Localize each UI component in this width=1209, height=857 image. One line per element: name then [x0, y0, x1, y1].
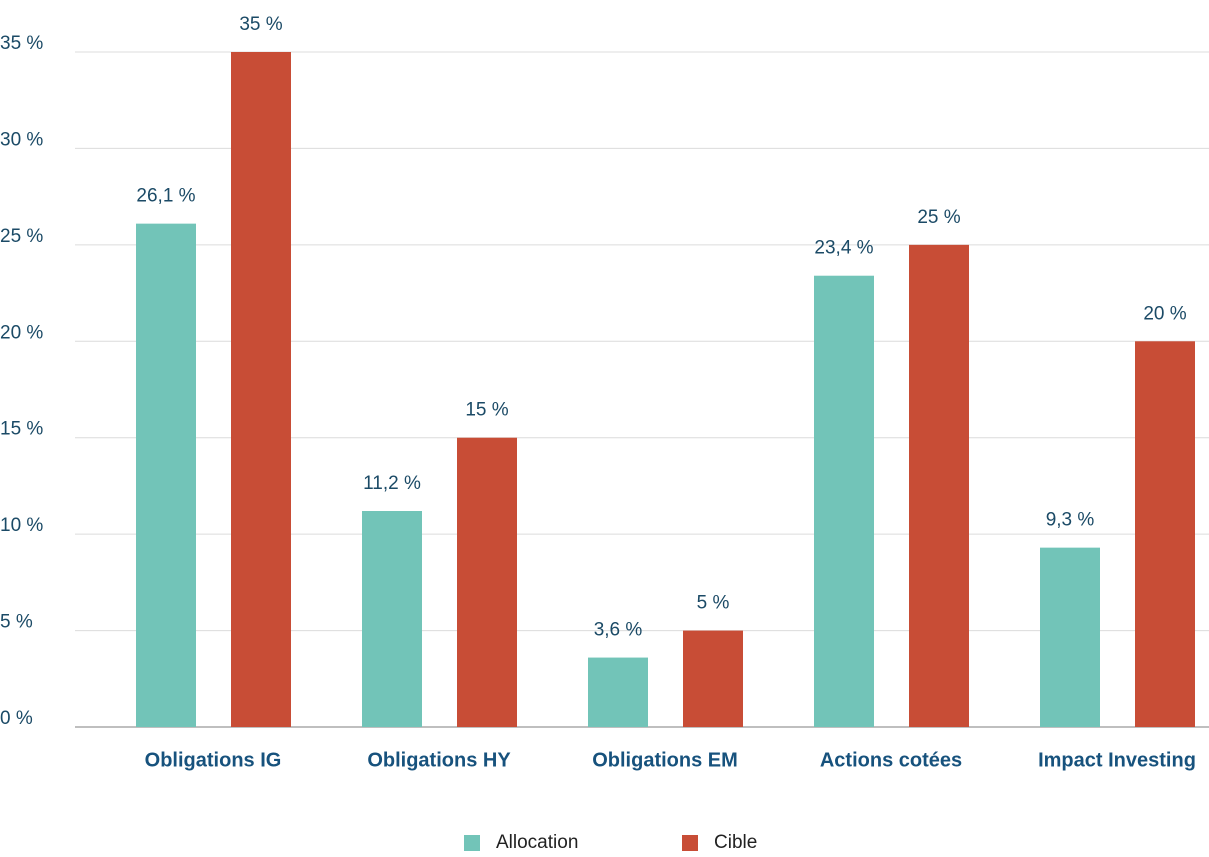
legend-swatch [682, 835, 698, 851]
value-label: 26,1 % [136, 186, 195, 207]
legend-swatch [464, 835, 480, 851]
y-tick-label: 15 % [0, 419, 43, 440]
x-tick-label: Obligations HY [367, 749, 511, 771]
x-tick-label: Actions cotées [820, 749, 962, 771]
x-tick-label: Impact Investing [1038, 749, 1196, 771]
y-tick-label: 30 % [0, 129, 43, 150]
bar [136, 223, 196, 727]
value-label: 9,3 % [1046, 510, 1095, 531]
bar [588, 657, 648, 727]
bar [362, 511, 422, 727]
x-tick-label: Obligations EM [592, 749, 738, 771]
bar [1040, 547, 1100, 727]
y-tick-label: 10 % [0, 515, 43, 536]
value-label: 15 % [465, 400, 508, 421]
bar [457, 437, 517, 727]
bar [683, 630, 743, 727]
x-tick-label: Obligations IG [145, 749, 282, 771]
value-label: 5 % [697, 593, 730, 614]
value-label: 11,2 % [363, 473, 421, 494]
value-label: 20 % [1143, 303, 1186, 324]
y-tick-label: 0 % [0, 708, 33, 729]
bar [909, 244, 969, 727]
y-tick-label: 20 % [0, 322, 43, 343]
value-label: 35 % [239, 14, 282, 35]
bar [231, 52, 291, 727]
bar [814, 275, 874, 727]
value-label: 3,6 % [594, 620, 643, 641]
y-tick-label: 25 % [0, 226, 43, 247]
y-tick-label: 5 % [0, 612, 33, 633]
y-tick-label: 35 % [0, 33, 43, 54]
bar [1135, 341, 1195, 727]
value-label: 25 % [917, 207, 960, 228]
legend-label: Allocation [496, 832, 578, 852]
legend-label: Cible [714, 832, 757, 852]
value-label: 23,4 % [814, 238, 873, 259]
